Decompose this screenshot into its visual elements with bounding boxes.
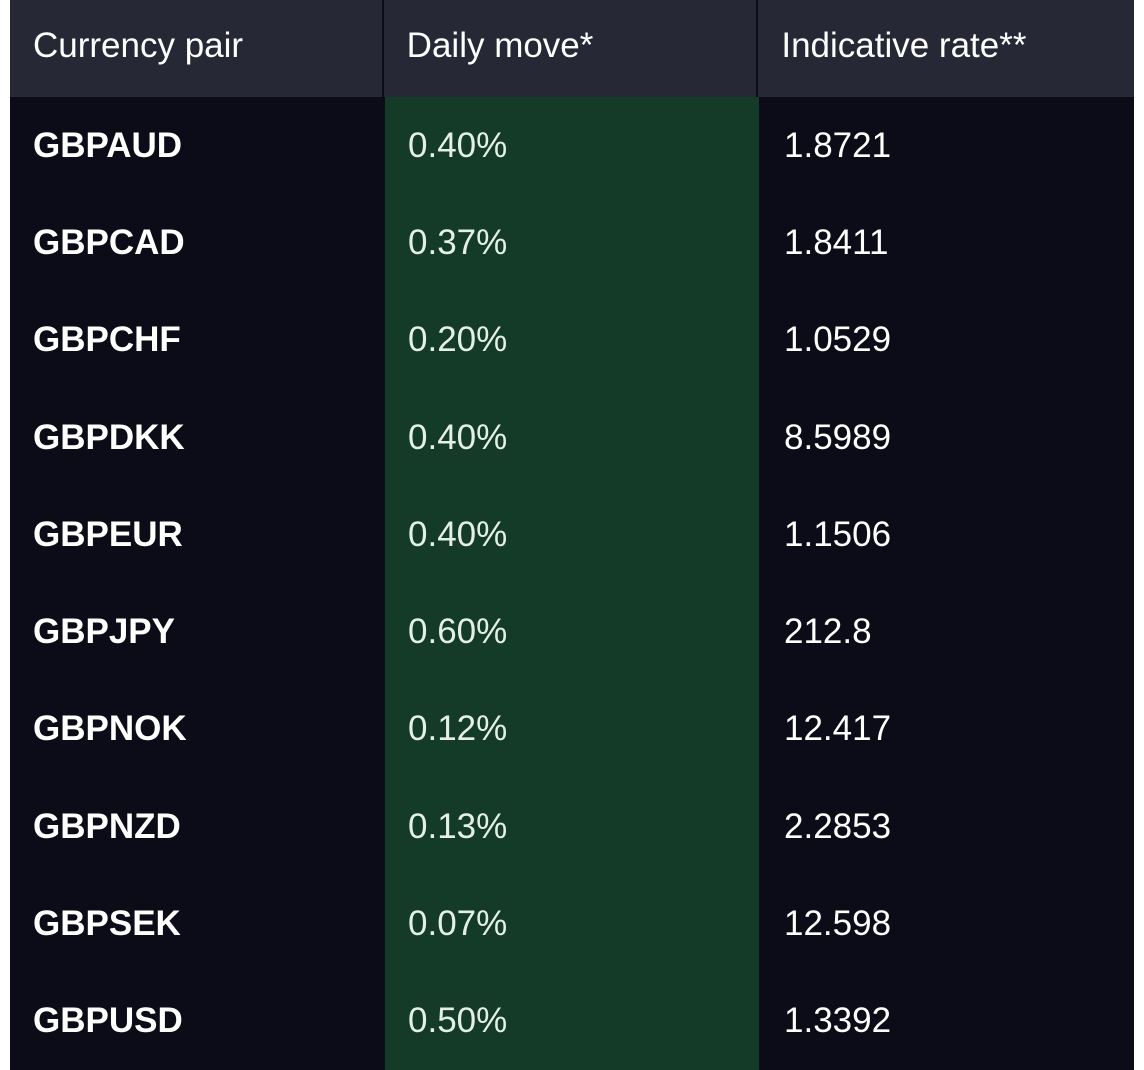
currency-rates-table: Currency pair Daily move* Indicative rat… (10, 0, 1134, 1070)
table-row: GBPNZD 0.13% 2.2853 (10, 778, 1134, 875)
column-divider (756, 0, 759, 97)
table-row: GBPEUR 0.40% 1.1506 (10, 486, 1134, 583)
table-body: GBPAUD 0.40% 1.8721 GBPCAD 0.37% 1.8411 … (10, 97, 1134, 1070)
indicative-rate-cell: 212.8 (784, 612, 872, 652)
daily-move-cell: 0.60% (408, 612, 508, 652)
indicative-rate-cell: 1.1506 (784, 514, 892, 554)
daily-move-cell: 0.50% (408, 1001, 508, 1041)
currency-pair-cell: GBPSEK (33, 904, 181, 944)
currency-pair-cell: GBPJPY (33, 612, 175, 652)
indicative-rate-cell: 1.3392 (784, 1001, 892, 1041)
indicative-rate-cell: 1.8411 (784, 222, 889, 262)
indicative-rate-cell: 8.5989 (784, 417, 892, 457)
daily-move-column-highlight (385, 97, 759, 1070)
daily-move-cell: 0.20% (408, 320, 508, 360)
indicative-rate-cell: 1.0529 (784, 320, 892, 360)
table-row: GBPNOK 0.12% 12.417 (10, 681, 1134, 778)
daily-move-cell: 0.07% (408, 904, 508, 944)
table-row: GBPUSD 0.50% 1.3392 (10, 973, 1134, 1070)
table-row: GBPJPY 0.60% 212.8 (10, 583, 1134, 680)
daily-move-cell: 0.13% (408, 806, 508, 846)
header-indicative-rate: Indicative rate** (758, 0, 1134, 97)
table-row: GBPCAD 0.37% 1.8411 (10, 194, 1134, 291)
daily-move-cell: 0.40% (408, 417, 508, 457)
currency-pair-cell: GBPCAD (33, 222, 185, 262)
currency-pair-cell: GBPNOK (33, 709, 187, 749)
header-daily-move: Daily move* (383, 0, 757, 97)
daily-move-cell: 0.40% (408, 125, 508, 165)
currency-pair-cell: GBPUSD (33, 1001, 183, 1041)
table-header-row: Currency pair Daily move* Indicative rat… (10, 0, 1134, 97)
table-row: GBPDKK 0.40% 8.5989 (10, 389, 1134, 486)
table-row: GBPAUD 0.40% 1.8721 (10, 97, 1134, 194)
currency-pair-cell: GBPAUD (33, 125, 183, 165)
indicative-rate-cell: 12.598 (784, 904, 892, 944)
daily-move-cell: 0.37% (408, 222, 508, 262)
indicative-rate-cell: 2.2853 (784, 806, 892, 846)
currency-pair-cell: GBPCHF (33, 320, 181, 360)
indicative-rate-cell: 12.417 (784, 709, 892, 749)
currency-pair-cell: GBPDKK (33, 417, 185, 457)
currency-pair-cell: GBPEUR (33, 514, 183, 554)
indicative-rate-cell: 1.8721 (784, 125, 892, 165)
table-row: GBPSEK 0.07% 12.598 (10, 875, 1134, 972)
daily-move-cell: 0.12% (408, 709, 508, 749)
header-currency-pair: Currency pair (10, 0, 382, 97)
column-divider (381, 0, 384, 97)
daily-move-cell: 0.40% (408, 514, 508, 554)
currency-pair-cell: GBPNZD (33, 806, 181, 846)
table-row: GBPCHF 0.20% 1.0529 (10, 292, 1134, 389)
